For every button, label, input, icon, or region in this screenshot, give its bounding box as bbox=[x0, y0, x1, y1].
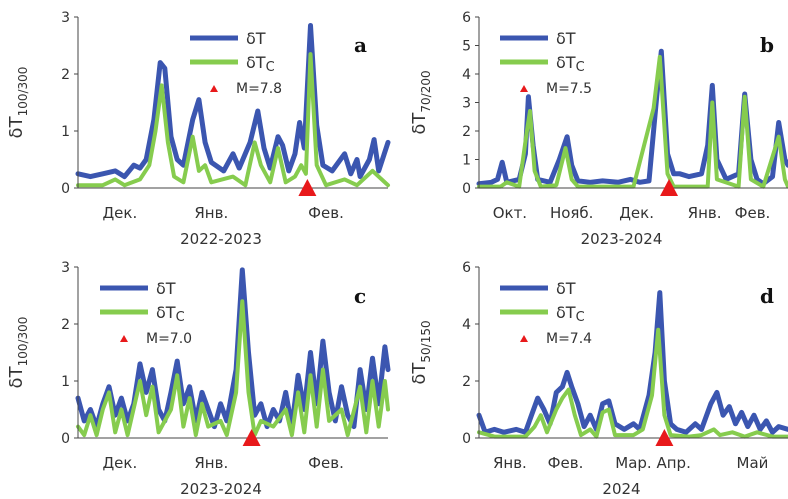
series-line-dT bbox=[476, 290, 788, 435]
month-label: Нояб. bbox=[550, 204, 594, 222]
legend-label-dTc-sub: C bbox=[576, 310, 585, 325]
month-label: Апр. bbox=[656, 454, 690, 472]
legend-label-dTc: δTC bbox=[556, 303, 585, 325]
x-axis-label: 2024 bbox=[602, 480, 640, 498]
month-label: Янв. bbox=[688, 204, 722, 222]
y-tick-label: 1 bbox=[61, 374, 70, 390]
y-tick-label: 5 bbox=[462, 39, 471, 55]
month-label: Дек. bbox=[102, 204, 137, 222]
legend-label-dTc-main: δT bbox=[556, 53, 576, 72]
legend-label-dTc: δTC bbox=[556, 53, 585, 75]
y-axis-label-sub: 100/300 bbox=[16, 67, 30, 117]
month-label: Май bbox=[737, 454, 769, 472]
series-line-dTc bbox=[477, 54, 788, 189]
month-label: Фев. bbox=[548, 454, 584, 472]
event-marker bbox=[660, 179, 679, 196]
legend-label-dT: δT bbox=[556, 279, 576, 298]
y-axis-label: δT100/300 bbox=[6, 317, 30, 389]
y-tick-label: 3 bbox=[61, 10, 70, 26]
series-line-dT bbox=[75, 23, 391, 180]
y-axis-label: δT70/200 bbox=[409, 70, 433, 134]
y-tick-label: 3 bbox=[462, 96, 471, 112]
legend-label-dTc-main: δT bbox=[556, 303, 576, 322]
legend-label-marker: M=7.4 bbox=[546, 331, 592, 347]
y-tick-label: 2 bbox=[462, 374, 471, 390]
legend-label-dTc: δTC bbox=[156, 303, 185, 325]
series-line-dTc bbox=[76, 299, 390, 438]
y-axis-label: δT100/300 bbox=[6, 67, 30, 139]
legend-label-dTc-sub: C bbox=[176, 310, 185, 325]
legend-label-dTc-sub: C bbox=[576, 60, 585, 75]
y-axis-label-main: δT bbox=[6, 365, 27, 388]
month-label: Дек. bbox=[619, 204, 654, 222]
legend-label-dTc: δTC bbox=[246, 53, 275, 75]
y-tick-label: 6 bbox=[462, 260, 471, 276]
x-axis-label: 2023-2024 bbox=[180, 480, 262, 498]
legend-marker bbox=[210, 85, 218, 92]
month-label: Фев. bbox=[308, 204, 344, 222]
event-marker bbox=[242, 429, 261, 446]
series-line-dTc bbox=[76, 52, 390, 188]
legend-marker bbox=[120, 335, 128, 342]
legend-marker bbox=[520, 85, 528, 92]
month-label: Янв. bbox=[194, 454, 228, 472]
x-axis-label: 2022-2023 bbox=[180, 230, 262, 248]
month-label: Окт. bbox=[493, 204, 527, 222]
y-tick-label: 4 bbox=[462, 317, 471, 333]
y-axis-label: δT50/150 bbox=[409, 320, 433, 384]
y-tick-label: 1 bbox=[61, 124, 70, 140]
series-line-dTc bbox=[477, 327, 788, 439]
y-tick-label: 4 bbox=[462, 67, 471, 83]
legend-label-dTc-main: δT bbox=[246, 53, 266, 72]
legend-label-dTc-sub: C bbox=[266, 60, 275, 75]
y-tick-label: 6 bbox=[462, 10, 471, 26]
event-marker bbox=[655, 429, 674, 446]
y-tick-label: 2 bbox=[61, 67, 70, 83]
panel-letter: a bbox=[354, 33, 367, 57]
y-axis-label-main: δT bbox=[6, 115, 27, 138]
y-axis-label-sub: 100/300 bbox=[16, 317, 30, 367]
legend-label-marker: M=7.0 bbox=[146, 331, 192, 347]
month-label: Дек. bbox=[102, 454, 137, 472]
y-tick-label: 1 bbox=[462, 153, 471, 169]
y-tick-label: 2 bbox=[61, 317, 70, 333]
month-label: Янв. bbox=[194, 204, 228, 222]
panel-letter: c bbox=[354, 284, 366, 308]
y-tick-label: 2 bbox=[462, 124, 471, 140]
y-tick-label: 3 bbox=[61, 260, 70, 276]
legend-label-dTc-main: δT bbox=[156, 303, 176, 322]
legend-label-marker: M=7.5 bbox=[546, 81, 592, 97]
month-label: Янв. bbox=[493, 454, 527, 472]
y-axis-label-main: δT bbox=[409, 112, 430, 135]
event-marker bbox=[298, 179, 317, 196]
y-tick-label: 0 bbox=[61, 431, 70, 447]
panel-letter: b bbox=[760, 33, 774, 57]
panel-letter: d bbox=[760, 284, 774, 308]
y-axis-label-sub: 50/150 bbox=[419, 320, 433, 362]
y-tick-label: 0 bbox=[61, 181, 70, 197]
legend-marker bbox=[520, 335, 528, 342]
legend-label-dT: δT bbox=[246, 29, 266, 48]
legend-label-dT: δT bbox=[556, 29, 576, 48]
legend-label-marker: M=7.8 bbox=[236, 81, 282, 97]
month-label: Фев. bbox=[308, 454, 344, 472]
y-tick-label: 0 bbox=[462, 431, 471, 447]
x-axis-label: 2023-2024 bbox=[581, 230, 663, 248]
month-label: Мар. bbox=[615, 454, 651, 472]
y-tick-label: 0 bbox=[462, 181, 471, 197]
legend-label-dT: δT bbox=[156, 279, 176, 298]
month-label: Фев. bbox=[735, 204, 771, 222]
y-axis-label-main: δT bbox=[409, 362, 430, 385]
y-axis-label-sub: 70/200 bbox=[419, 70, 433, 112]
